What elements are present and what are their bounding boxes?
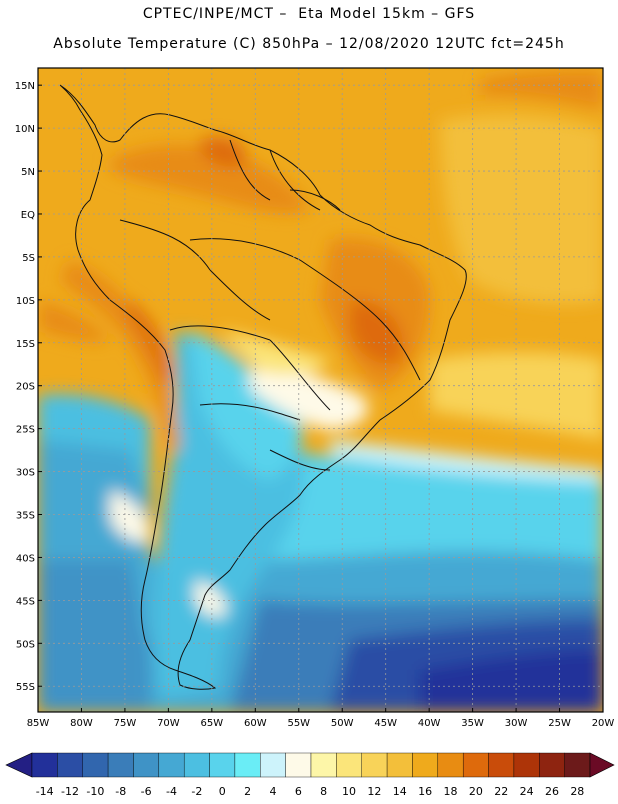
lon-label: 60W — [244, 718, 267, 729]
colorbar-label: 12 — [367, 785, 381, 798]
lon-label: 80W — [70, 718, 93, 729]
colorbar-under-arrow — [5, 752, 33, 778]
colorbar-swatch — [336, 752, 362, 778]
lon-label: 55W — [287, 718, 310, 729]
lat-label: 25S — [16, 425, 35, 436]
lon-label: 45W — [374, 718, 397, 729]
colorbar-swatch — [31, 752, 58, 778]
colorbar-swatch — [412, 752, 439, 778]
coastlines-and-borders — [59, 84, 467, 690]
colorbar-label: 14 — [393, 785, 407, 798]
lat-label: 15S — [16, 339, 35, 350]
lat-label: 20S — [16, 382, 35, 393]
lat-label: 40S — [16, 553, 35, 564]
lon-label: 20W — [592, 718, 615, 729]
map-title-line2: Absolute Temperature (C) 850hPa – 12/08/… — [53, 36, 565, 52]
lon-label: 40W — [418, 718, 441, 729]
colorbar-label: 10 — [342, 785, 356, 798]
colorbar-label: 16 — [418, 785, 432, 798]
lat-label: 15N — [15, 81, 35, 92]
colorbar-label: 20 — [469, 785, 483, 798]
colorbar-swatch — [57, 752, 83, 778]
colorbar-swatch — [260, 752, 286, 778]
lat-label: 30S — [16, 468, 35, 479]
colorbar-label: -10 — [86, 785, 104, 798]
colorbar-label: -14 — [36, 785, 54, 798]
colorbar-label: -8 — [115, 785, 126, 798]
lat-label: 50S — [16, 639, 35, 650]
map-title-line1: CPTEC/INPE/MCT – Eta Model 15km – GFS — [142, 6, 476, 22]
colorbar-label: 6 — [295, 785, 302, 798]
colorbar-label: -6 — [141, 785, 152, 798]
colorbar-label: 8 — [320, 785, 327, 798]
lat-label: 55S — [16, 682, 35, 693]
colorbar-label: -4 — [166, 785, 177, 798]
colorbar-label: -2 — [191, 785, 202, 798]
longitude-labels: 85W 80W 75W 70W 65W 60W 55W 50W 45W 40W 35W 30W 25W 2… — [27, 708, 615, 729]
colorbar-swatch — [361, 752, 388, 778]
colorbar-swatch — [209, 752, 236, 778]
lat-label: EQ — [21, 210, 35, 221]
colorbar-swatch — [285, 752, 312, 778]
colorbar-swatch — [82, 752, 109, 778]
colorbar-swatch — [234, 752, 261, 778]
lon-label: 70W — [157, 718, 180, 729]
colorbar-label: 0 — [219, 785, 226, 798]
colorbar-label: 4 — [269, 785, 276, 798]
colorbar-label: 24 — [520, 785, 534, 798]
colorbar-over-arrow — [589, 752, 615, 778]
colorbar-label: 22 — [494, 785, 508, 798]
map-frame — [37, 67, 604, 713]
lat-label: 5N — [21, 167, 35, 178]
graticule — [37, 68, 604, 712]
lat-label: 10N — [15, 124, 35, 135]
lon-label: 75W — [114, 718, 137, 729]
colorbar-swatch — [386, 752, 413, 778]
temperature-field — [38, 68, 603, 712]
colorbar-swatch — [488, 752, 515, 778]
colorbar: -14 -12 -10 -8 -6 -4 -2 0 2 4 6 8 10 12 14 16 18 20 22 24 26… — [5, 752, 615, 798]
colorbar-label: 28 — [570, 785, 584, 798]
lon-label: 85W — [27, 718, 50, 729]
colorbar-label: -12 — [61, 785, 79, 798]
lon-label: 35W — [461, 718, 484, 729]
colorbar-label: 26 — [545, 785, 559, 798]
colorbar-swatch — [107, 752, 134, 778]
lon-label: 50W — [331, 718, 354, 729]
latitude-labels: 15N 10N 5N EQ 5S 10S 15S 20S 25S 30S 35S 40S 45S 50S 5… — [15, 81, 42, 693]
colorbar-swatch — [183, 752, 210, 778]
colorbar-swatch — [564, 752, 591, 778]
lon-label: 25W — [548, 718, 571, 729]
colorbar-swatch — [133, 752, 160, 778]
colorbar-label: 18 — [444, 785, 458, 798]
lat-label: 45S — [16, 596, 35, 607]
lat-label: 5S — [22, 253, 35, 264]
lat-label: 10S — [16, 296, 35, 307]
colorbar-swatch — [310, 752, 337, 778]
lat-label: 35S — [16, 511, 35, 522]
colorbar-swatch — [437, 752, 464, 778]
colorbar-swatch — [513, 752, 540, 778]
colorbar-label: 2 — [244, 785, 251, 798]
lon-label: 30W — [505, 718, 528, 729]
lon-label: 65W — [201, 718, 224, 729]
colorbar-swatch — [539, 752, 565, 778]
colorbar-swatch — [462, 752, 489, 778]
colorbar-swatch — [158, 752, 185, 778]
